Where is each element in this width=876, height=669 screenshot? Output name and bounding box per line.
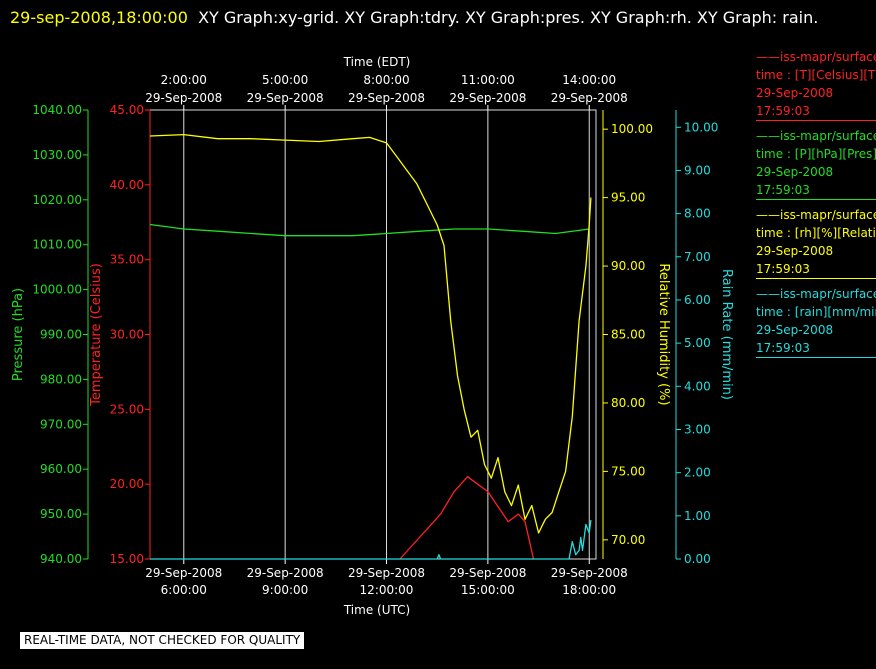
x-tick-label-utc: 29-Sep-2008	[145, 566, 222, 580]
x-tick-label-edt: 29-Sep-2008	[551, 91, 628, 105]
pressure-tick-label: 1010.00	[32, 238, 82, 252]
humidity-tick-label: 80.00	[611, 396, 645, 410]
x-tick-label-edt: 29-Sep-2008	[348, 91, 425, 105]
pressure-tick-label: 980.00	[40, 372, 82, 386]
pressure-series-line	[149, 223, 590, 237]
pressure-tick-label: 1040.00	[32, 103, 82, 117]
x-axis-title-utc: Time (UTC)	[343, 603, 410, 617]
rain-tick-label: 10.00	[684, 120, 718, 134]
humidity-tick-label: 70.00	[611, 533, 645, 547]
legend-field: time : [T][Celsius][Tdry]	[756, 68, 876, 82]
temperature-tick-label: 25.00	[110, 402, 144, 416]
legend-entry: ——iss-mapr/surface time : [rh][%][Relativ…	[756, 206, 876, 279]
legend-date: 29-Sep-2008	[756, 165, 834, 179]
x-tick-label-utc: 29-Sep-2008	[449, 566, 526, 580]
x-tick-label-edt: 11:00:00	[461, 73, 515, 87]
rain-tick-label: 6.00	[684, 293, 711, 307]
x-tick-label-edt: 29-Sep-2008	[247, 91, 324, 105]
pressure-axis-title: Pressure (hPa)	[11, 288, 26, 381]
legend-field: time : [rh][%][Relative]	[756, 226, 876, 240]
x-tick-label-utc: 29-Sep-2008	[348, 566, 425, 580]
temperature-tick-label: 30.00	[110, 328, 144, 342]
temperature-tick-label: 15.00	[110, 552, 144, 566]
quality-disclaimer: REAL-TIME DATA, NOT CHECKED FOR QUALITY	[20, 632, 305, 649]
temperature-series-line	[399, 476, 535, 560]
pressure-tick-label: 1020.00	[32, 193, 82, 207]
temperature-axis-title: Temperature (Celsius)	[89, 263, 104, 407]
x-tick-label-edt: 5:00:00	[262, 73, 308, 87]
legend-name: ——iss-mapr/surface	[756, 208, 876, 222]
humidity-tick-label: 90.00	[611, 259, 645, 273]
rain-tick-label: 4.00	[684, 379, 711, 393]
rain-tick-label: 5.00	[684, 336, 711, 350]
pressure-tick-label: 990.00	[40, 328, 82, 342]
x-tick-label-utc: 15:00:00	[461, 583, 515, 597]
humidity-tick-label: 95.00	[611, 191, 645, 205]
graph-list: XY Graph:xy-grid. XY Graph:tdry. XY Grap…	[198, 8, 819, 27]
pressure-tick-label: 940.00	[40, 552, 82, 566]
pressure-tick-label: 970.00	[40, 417, 82, 431]
pressure-tick-label: 950.00	[40, 507, 82, 521]
legend-time: 17:59:03	[756, 341, 810, 355]
x-tick-label-utc: 29-Sep-2008	[247, 566, 324, 580]
x-tick-label-utc: 18:00:00	[562, 583, 616, 597]
legend-date: 29-Sep-2008	[756, 323, 834, 337]
pressure-tick-label: 960.00	[40, 462, 82, 476]
humidity-series-line	[149, 133, 592, 534]
humidity-axis-title: Relative Humidity (%)	[656, 263, 671, 405]
legend-time: 17:59:03	[756, 104, 810, 118]
legend-entry: ——iss-mapr/surface time : [P][hPa][Pres] 2…	[756, 127, 876, 200]
rain-tick-label: 9.00	[684, 163, 711, 177]
temperature-tick-label: 20.00	[110, 477, 144, 491]
rain-series-line	[150, 520, 592, 560]
humidity-tick-label: 75.00	[611, 464, 645, 478]
pressure-tick-label: 1030.00	[32, 148, 82, 162]
rain-tick-label: 7.00	[684, 250, 711, 264]
temperature-tick-label: 35.00	[110, 253, 144, 267]
humidity-tick-label: 85.00	[611, 328, 645, 342]
x-tick-label-edt: 29-Sep-2008	[145, 91, 222, 105]
legend-time: 17:59:03	[756, 262, 810, 276]
plot-frame	[149, 109, 597, 560]
pressure-tick-label: 1000.00	[32, 283, 82, 297]
x-tick-label-utc: 29-Sep-2008	[551, 566, 628, 580]
legend-field: time : [rain][mm/min]	[756, 305, 876, 319]
temperature-tick-label: 45.00	[110, 103, 144, 117]
x-tick-label-edt: 29-Sep-2008	[449, 91, 526, 105]
rain-axis-title: Rain Rate (mm/min)	[719, 269, 734, 400]
temperature-tick-label: 40.00	[110, 178, 144, 192]
legend-entry: ——iss-mapr/surface time : [rain][mm/min] 2…	[756, 285, 876, 358]
x-tick-label-utc: 12:00:00	[360, 583, 414, 597]
legend-entry: ——iss-mapr/surface time : [T][Celsius][Td…	[756, 48, 876, 121]
legend-field: time : [P][hPa][Pres]	[756, 147, 876, 161]
x-tick-label-edt: 14:00:00	[562, 73, 616, 87]
legend-date: 29-Sep-2008	[756, 244, 834, 258]
page-header: 29-sep-2008,18:00:00 XY Graph:xy-grid. X…	[10, 4, 860, 32]
legend-name: ——iss-mapr/surface	[756, 129, 876, 143]
rain-tick-label: 8.00	[684, 207, 711, 221]
x-tick-label-edt: 2:00:00	[161, 73, 207, 87]
rain-tick-label: 0.00	[684, 552, 711, 566]
rain-tick-label: 3.00	[684, 422, 711, 436]
legend: ——iss-mapr/surface time : [T][Celsius][Td…	[756, 48, 876, 364]
x-axis-title-edt: Time (EDT)	[343, 55, 411, 69]
timestamp: 29-sep-2008,18:00:00	[10, 8, 188, 27]
rain-tick-label: 2.00	[684, 466, 711, 480]
legend-date: 29-Sep-2008	[756, 86, 834, 100]
legend-name: ——iss-mapr/surface	[756, 287, 876, 301]
x-tick-label-utc: 6:00:00	[161, 583, 207, 597]
legend-time: 17:59:03	[756, 183, 810, 197]
humidity-tick-label: 100.00	[611, 122, 653, 136]
x-tick-label-utc: 9:00:00	[262, 583, 308, 597]
legend-name: ——iss-mapr/surface	[756, 50, 876, 64]
rain-tick-label: 1.00	[684, 509, 711, 523]
x-tick-label-edt: 8:00:00	[363, 73, 409, 87]
